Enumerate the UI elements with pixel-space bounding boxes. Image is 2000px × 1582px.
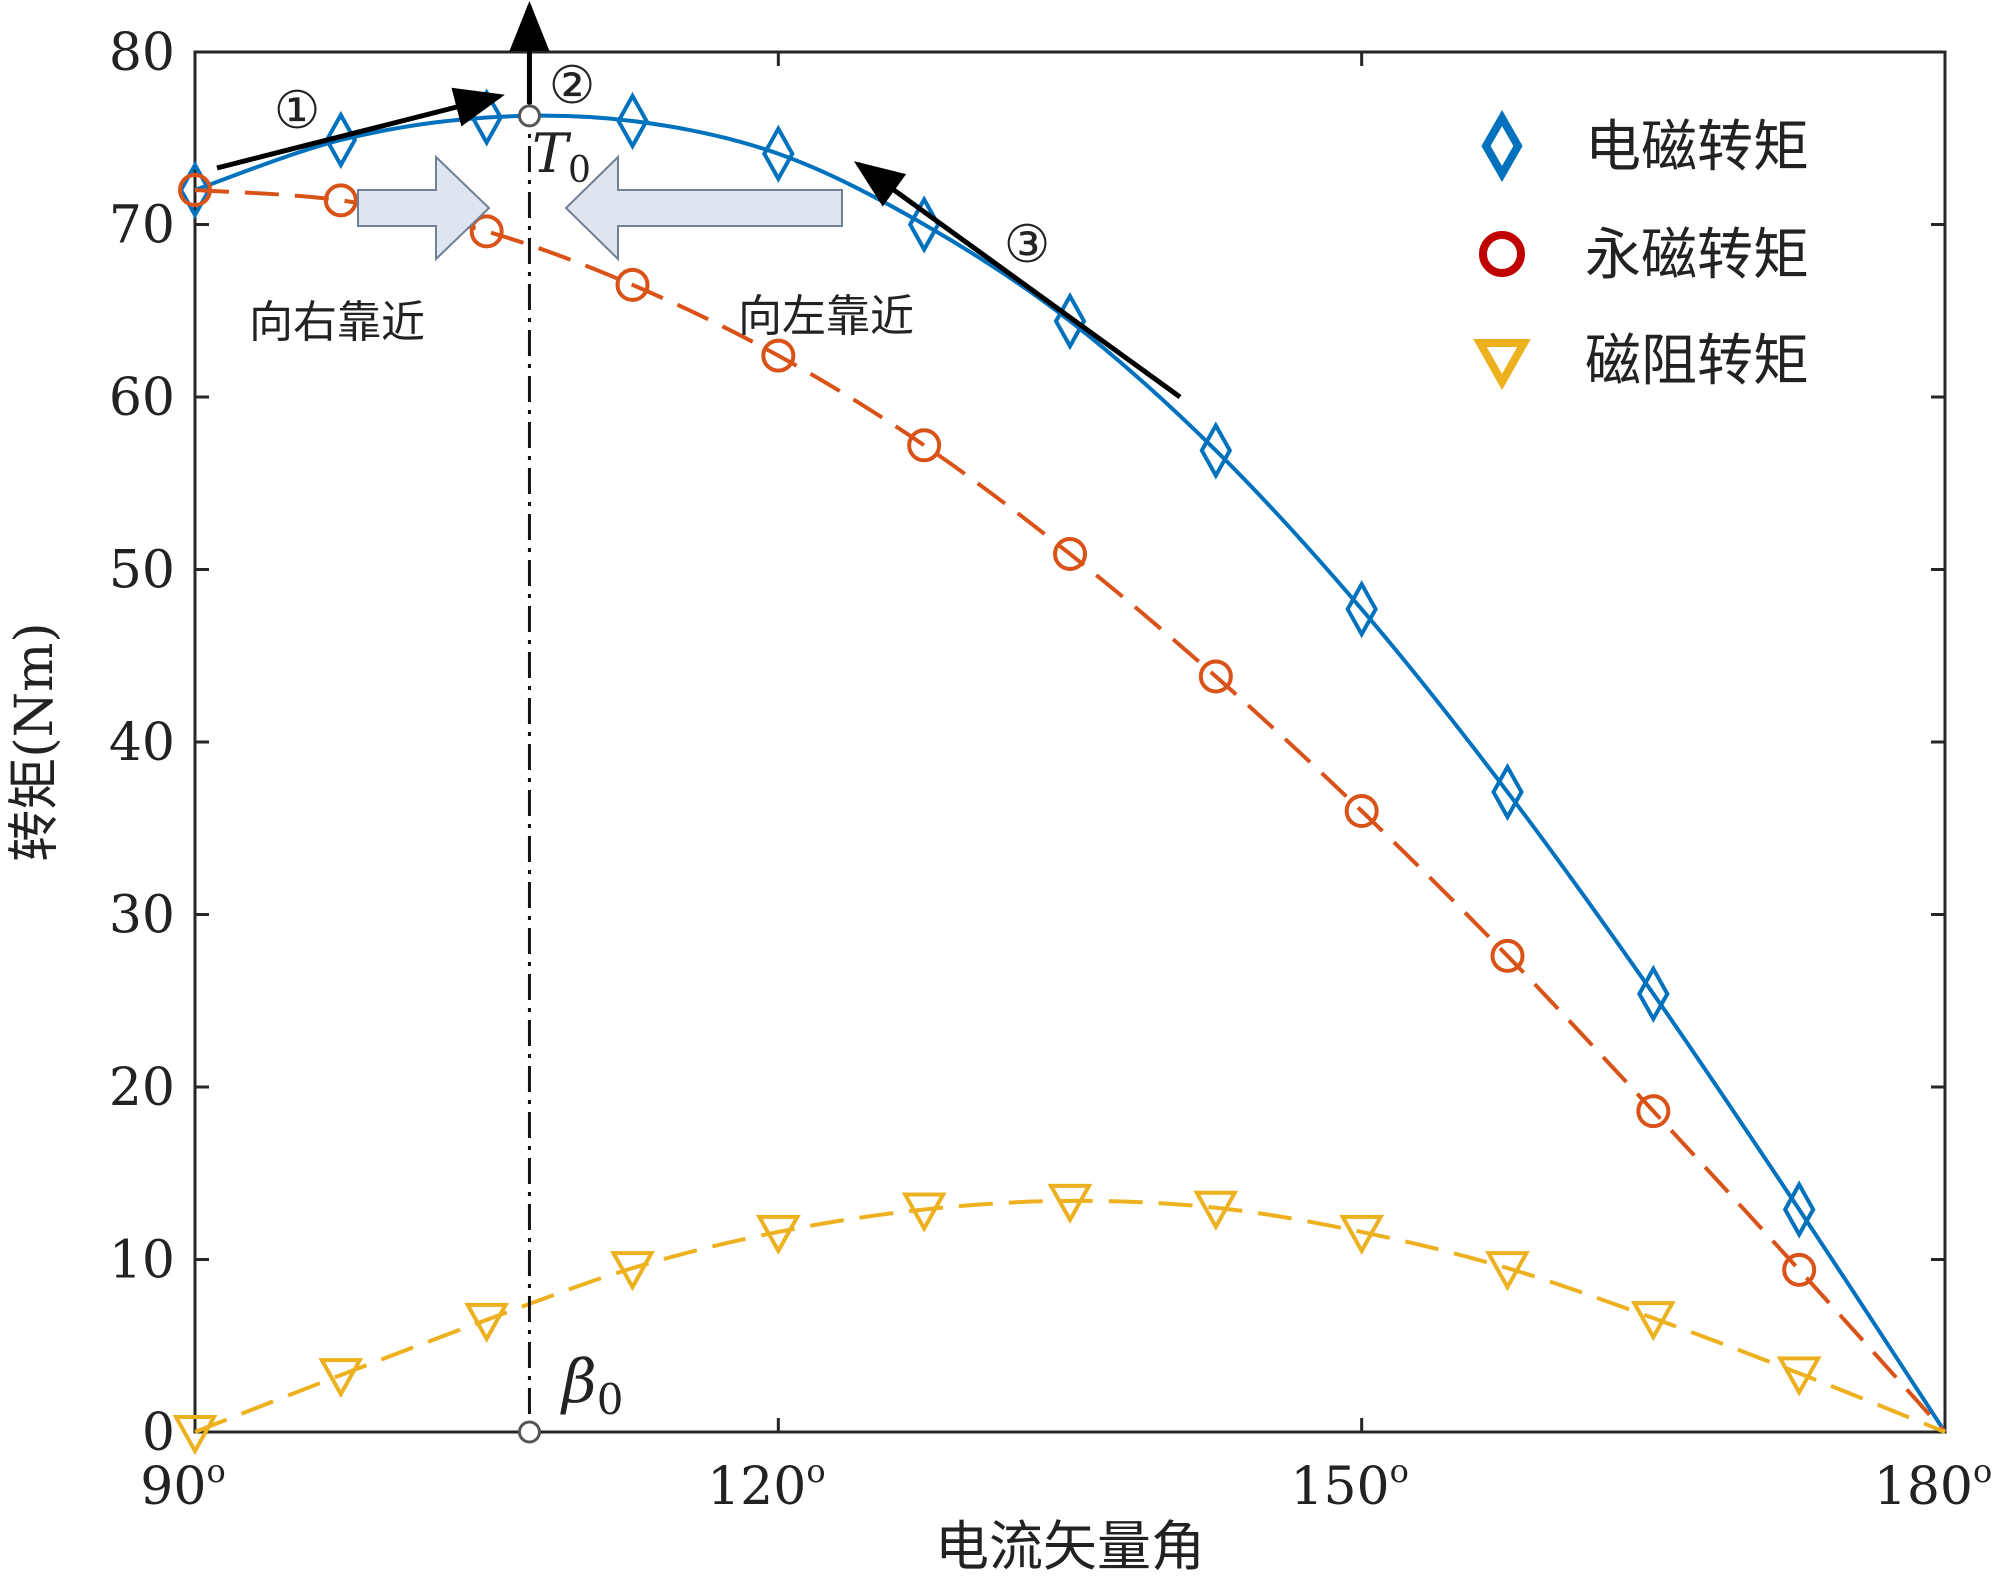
series-2-point-1 [318, 1358, 364, 1399]
x-tick-value-150: 150 [1290, 1457, 1389, 1517]
series-2-point-2 [464, 1302, 510, 1343]
series-1-point-11 [1782, 1252, 1817, 1287]
peak-torque-label: T0 [532, 122, 591, 191]
series-1-point-8 [1344, 794, 1379, 828]
x-tick-label-90: 90o [140, 1452, 225, 1517]
peak-point [517, 104, 541, 128]
series-1-point-6 [1053, 536, 1087, 571]
beta-label-main: β [560, 1347, 597, 1417]
series-1-point-1 [323, 183, 358, 218]
series-2-point-11 [1776, 1356, 1822, 1397]
series-0-point-0 [178, 160, 212, 220]
x-tick-value-90: 90 [140, 1457, 206, 1517]
series-2-point-9 [1485, 1251, 1530, 1292]
arrow-1 [216, 87, 505, 171]
y-tick-label-70: 70 [109, 196, 175, 256]
series-2-point-3 [610, 1251, 655, 1292]
annotation-group [216, 1, 1182, 1444]
y-tick-label-20: 20 [109, 1058, 175, 1118]
legend-marker-2 [1473, 339, 1531, 391]
arrow-3 [853, 161, 1182, 400]
series-line-2 [194, 1198, 1946, 1434]
series-1-point-3 [615, 267, 650, 302]
legend-label-0: 电磁转矩 [1585, 115, 1809, 180]
x-tick-degree-120: o [806, 1452, 825, 1490]
y-tick-label-60: 60 [109, 368, 175, 428]
y-tick-label-0: 0 [142, 1403, 175, 1463]
x-tick-degree-90: o [206, 1452, 225, 1490]
series-1-point-4 [761, 338, 796, 373]
series-0-point-4 [762, 124, 795, 183]
y-tick-label-50: 50 [109, 541, 175, 601]
series-0-point-9 [1491, 762, 1524, 822]
peak-torque-label-main: T [532, 122, 572, 185]
series-1-point-7 [1198, 659, 1233, 694]
series-1-point-10 [1636, 1094, 1671, 1129]
circle-label-3: ③ [1004, 215, 1051, 275]
beta-label-sub: 0 [597, 1375, 624, 1424]
series-1-point-0 [178, 173, 212, 207]
x-tick-value-180: 180 [1874, 1457, 1973, 1517]
series-0-point-11 [1782, 1180, 1816, 1239]
peak-torque-label-sub: 0 [568, 150, 591, 191]
y-tick-label-30: 30 [109, 886, 175, 946]
series-1-point-9 [1490, 938, 1525, 973]
series-0-point-3 [616, 91, 649, 151]
x-tick-label-120: 120o [707, 1452, 826, 1517]
y-tick-label-10: 10 [109, 1231, 175, 1291]
series-2-point-5 [901, 1192, 947, 1233]
series-2-point-8 [1339, 1214, 1385, 1255]
x-tick-degree-150: o [1390, 1452, 1409, 1490]
x-tick-degree-180: o [1973, 1452, 1992, 1490]
block-arrow-left [564, 154, 843, 262]
y-tick-label-80: 80 [109, 23, 175, 83]
series-group [172, 88, 1947, 1456]
y-axis-label: 转矩(Nm) [5, 622, 65, 861]
series-line-0 [194, 113, 1947, 1434]
right-approach-text: 向左靠近 [738, 291, 914, 342]
series-2-point-0 [172, 1415, 218, 1456]
legend-marker-0 [1481, 109, 1523, 183]
x-tick-label-180: 180o [1874, 1452, 1993, 1517]
legend-marker-1 [1479, 231, 1525, 277]
block-arrow-right [357, 154, 491, 262]
legend-label-1: 永磁转矩 [1585, 223, 1809, 288]
series-1-point-5 [907, 428, 942, 463]
beta-point [517, 1420, 541, 1444]
series-0-point-7 [1199, 421, 1233, 480]
series-2-point-4 [755, 1214, 801, 1255]
beta-label: β0 [560, 1347, 623, 1424]
x-tick-label-150: 150o [1290, 1452, 1409, 1517]
series-2-point-6 [1047, 1183, 1093, 1224]
left-approach-text: 向右靠近 [249, 297, 425, 348]
series-0-point-10 [1637, 964, 1670, 1023]
series-0-point-8 [1345, 580, 1378, 639]
series-2-point-7 [1193, 1190, 1239, 1231]
circle-label-1: ① [274, 81, 321, 141]
legend-label-2: 磁阻转矩 [1585, 329, 1809, 394]
series-1-point-2 [469, 214, 504, 249]
circle-label-2: ② [549, 56, 596, 116]
series-2-point-10 [1630, 1301, 1676, 1342]
x-tick-value-120: 120 [707, 1457, 806, 1517]
y-tick-label-40: 40 [109, 713, 175, 773]
x-axis-label: 电流矢量角 [935, 1515, 1205, 1578]
